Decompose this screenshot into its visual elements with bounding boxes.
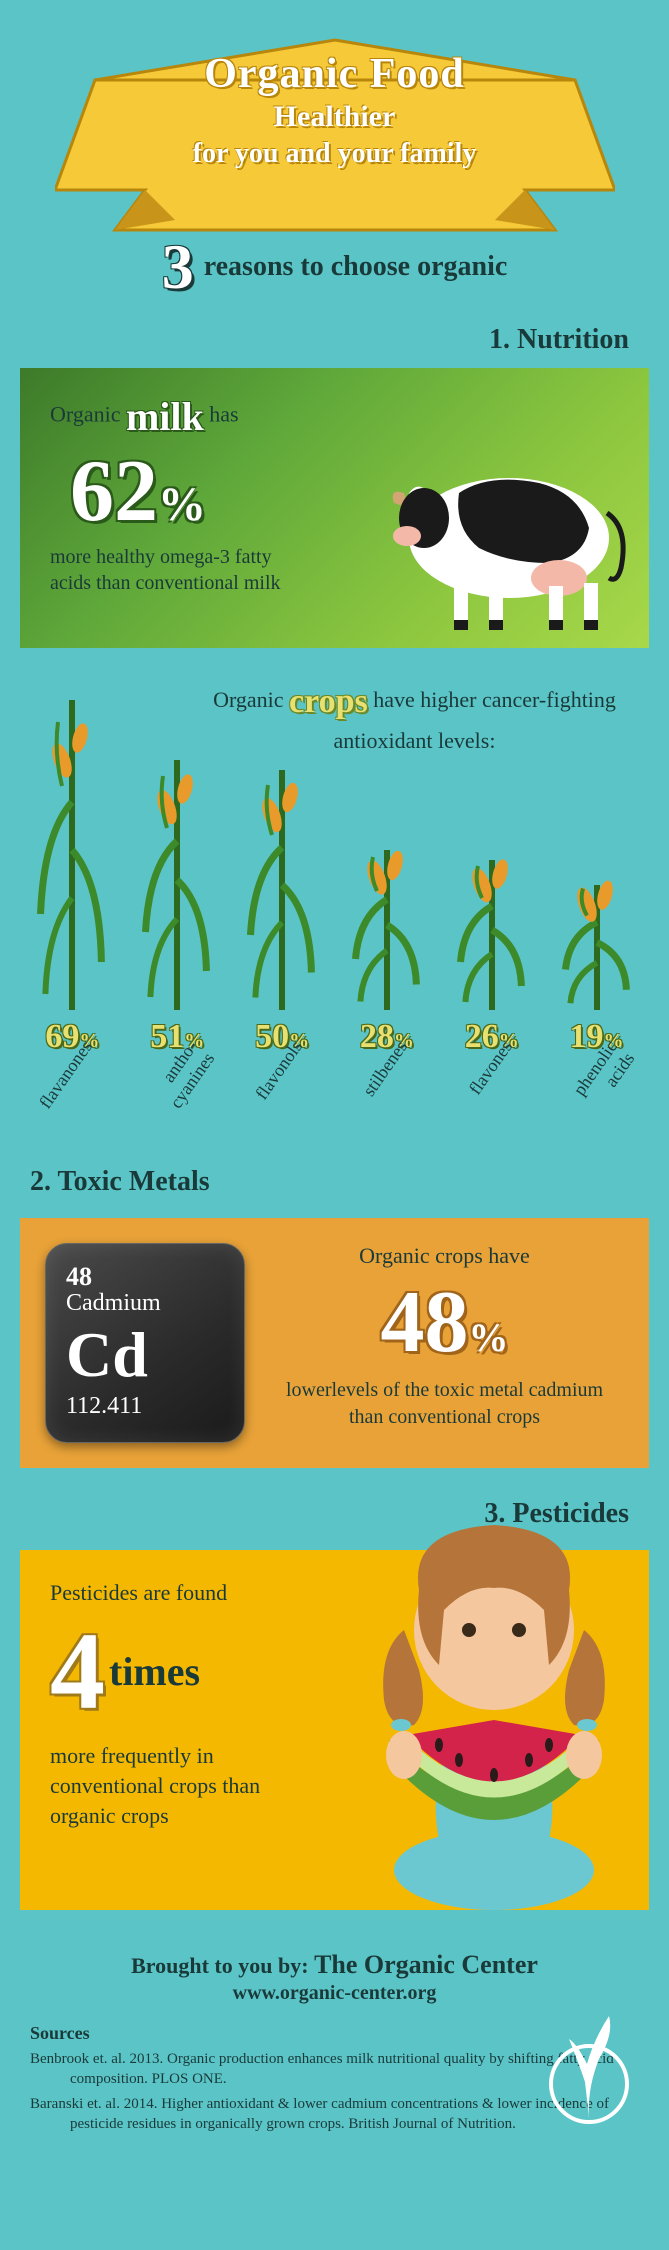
crops-intro-em: crops xyxy=(289,683,368,720)
corn-stalk-icon xyxy=(352,840,422,1010)
crop-label: phenolicacids xyxy=(547,1037,669,1188)
crop-item: 19% xyxy=(547,875,647,1056)
milk-em: milk xyxy=(126,394,204,439)
banner-title-2: Healthier xyxy=(55,100,615,134)
footer-url: www.organic-center.org xyxy=(30,1982,639,2005)
corn-stalk-icon xyxy=(457,850,527,1010)
pest-number: 4 xyxy=(50,1616,105,1726)
cow-icon xyxy=(359,418,639,638)
footer: Brought to you by: The Organic Center ww… xyxy=(0,1940,669,2164)
girl-watermelon-icon xyxy=(329,1490,659,1920)
banner-title-1: Organic Food xyxy=(55,50,615,98)
leaf-logo-icon xyxy=(539,2004,639,2124)
toxic-panel: 48 Cadmium Cd 112.411 Organic crops have… xyxy=(20,1218,649,1468)
milk-pct-value: 62 xyxy=(70,443,158,540)
subtitle-number: 3 xyxy=(162,230,194,304)
corn-stalk-icon xyxy=(142,750,212,1010)
milk-description: more healthy omega-3 fatty acids than co… xyxy=(50,544,310,596)
crop-item: 50% xyxy=(232,760,332,1056)
title-banner: Organic Food Healthier for you and your … xyxy=(0,0,669,250)
element-number: 48 xyxy=(66,1262,224,1292)
nutrition-milk-panel: Organic milk has 62% more healthy omega-… xyxy=(20,368,649,648)
corn-stalk-icon xyxy=(562,875,632,1010)
section-heading-nutrition: 1. Nutrition xyxy=(0,324,669,356)
crops-labels: flavanonesantho-cyaninesflavonolsstilben… xyxy=(0,1046,669,1166)
crop-item: 51% xyxy=(127,750,227,1056)
pesticides-panel: Pesticides are found 4 times more freque… xyxy=(20,1550,649,1910)
element-symbol: Cd xyxy=(66,1323,224,1387)
milk-pre: Organic xyxy=(50,402,120,427)
subtitle-text: reasons to choose organic xyxy=(204,251,508,283)
infographic-page: Organic Food Healthier for you and your … xyxy=(0,0,669,2164)
percent-sign: % xyxy=(158,478,206,531)
crops-intro-pre: Organic xyxy=(213,687,283,712)
crop-item: 26% xyxy=(442,850,542,1056)
toxic-percent: 48% xyxy=(270,1279,619,1367)
toxic-description: lowerlevels of the toxic metal cadmium t… xyxy=(270,1377,619,1431)
pest-description: more frequently in conventional crops th… xyxy=(50,1741,310,1830)
footer-brought-pre: Brought to you by: xyxy=(131,1953,308,1978)
cadmium-element-tile: 48 Cadmium Cd 112.411 xyxy=(45,1243,245,1443)
toxic-line1: Organic crops have xyxy=(270,1243,619,1269)
footer-brand: The Organic Center xyxy=(314,1950,538,1979)
crop-item: 28% xyxy=(337,840,437,1056)
crop-item: 69% xyxy=(22,690,122,1056)
element-name: Cadmium xyxy=(66,1290,224,1317)
corn-stalk-icon xyxy=(37,690,107,1010)
banner-title-3: for you and your family xyxy=(55,138,615,170)
footer-brought: Brought to you by: The Organic Center xyxy=(30,1950,639,1980)
element-mass: 112.411 xyxy=(66,1393,224,1420)
milk-post: has xyxy=(209,402,238,427)
pest-times: times xyxy=(109,1648,200,1695)
corn-stalk-icon xyxy=(247,760,317,1010)
toxic-pct-value: 48 xyxy=(381,1274,469,1371)
subtitle: 3 reasons to choose organic xyxy=(0,230,669,304)
